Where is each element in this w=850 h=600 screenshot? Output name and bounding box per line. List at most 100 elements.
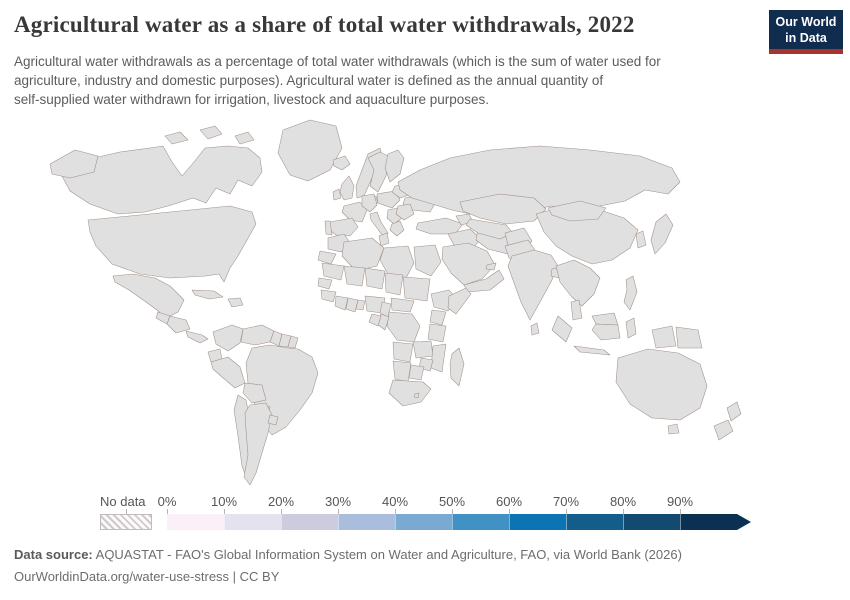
country-germany[interactable] (361, 193, 378, 213)
legend-arrow (737, 514, 751, 530)
country-dr-congo[interactable] (386, 311, 421, 343)
country-lesotho[interactable] (413, 392, 420, 399)
legend-bin-10-20[interactable] (224, 514, 281, 530)
legend-bin-60-70[interactable] (509, 514, 566, 530)
country-dominican-republic[interactable] (227, 297, 244, 308)
country-argentina[interactable] (243, 402, 273, 486)
country-sweden[interactable] (367, 151, 389, 193)
country-kenya[interactable] (429, 309, 447, 326)
legend-bin-0-10[interactable] (167, 514, 224, 530)
country-iceland[interactable] (332, 155, 351, 171)
legend-no-data-tick-mark (126, 509, 127, 514)
country-venezuela[interactable] (240, 324, 275, 346)
country-niger[interactable] (364, 267, 386, 290)
country-nicaragua[interactable] (166, 315, 191, 334)
legend-bin-30-40[interactable] (338, 514, 395, 530)
country-central-african-republic[interactable] (390, 297, 415, 313)
country-ghana[interactable] (345, 297, 359, 313)
legend-bin-20-30[interactable] (281, 514, 338, 530)
country-south-africa[interactable] (388, 379, 432, 407)
country-mongolia[interactable] (547, 200, 607, 222)
legend-bin-40-50[interactable] (395, 514, 452, 530)
country-france[interactable] (341, 201, 368, 223)
country-romania[interactable] (395, 203, 415, 221)
country-kazakhstan[interactable] (459, 193, 547, 225)
country-indonesia-borneo[interactable] (591, 323, 621, 341)
country-benin[interactable] (355, 299, 366, 311)
country-myanmar-indochina[interactable] (555, 259, 601, 307)
legend-bin-80-90[interactable] (623, 514, 680, 530)
country-sri-lanka[interactable] (530, 322, 540, 336)
country-russia[interactable] (397, 145, 681, 215)
country-united-arab-emirates[interactable] (485, 262, 497, 271)
data-source-label: Data source: (14, 547, 93, 562)
country-india[interactable] (507, 249, 559, 321)
country-tasmania[interactable] (667, 423, 680, 435)
country-turkey[interactable] (415, 217, 464, 235)
country-guinea[interactable] (320, 289, 337, 303)
country-indonesia-sulawesi[interactable] (625, 317, 637, 339)
country-french-guiana[interactable] (287, 335, 299, 349)
country-malaysia-borneo[interactable] (591, 312, 619, 326)
country-tunisia[interactable] (378, 232, 390, 247)
country-alaska[interactable] (49, 149, 99, 179)
country-canada-arctic-2[interactable] (199, 125, 223, 140)
country-papua-new-guinea[interactable] (675, 326, 703, 349)
country-senegal[interactable] (317, 277, 333, 290)
country-uruguay[interactable] (267, 414, 279, 426)
country-saudi-arabia[interactable] (441, 242, 496, 286)
country-philippines[interactable] (623, 275, 638, 311)
country-portugal[interactable] (324, 220, 333, 236)
country-south-korea[interactable] (635, 230, 647, 249)
country-tanzania[interactable] (427, 323, 447, 343)
country-mali[interactable] (343, 265, 366, 287)
legend-bin-50-60[interactable] (452, 514, 509, 530)
country-mauritania[interactable] (321, 262, 345, 281)
legend-bin-70-80[interactable] (566, 514, 623, 530)
country-united-states[interactable] (87, 205, 257, 283)
country-indonesia-sumatra[interactable] (551, 315, 573, 343)
country-ireland[interactable] (332, 188, 342, 201)
country-japan[interactable] (650, 213, 674, 255)
country-somalia[interactable] (447, 287, 472, 315)
country-cote-divoire[interactable] (334, 295, 349, 311)
country-canada-arctic-1[interactable] (164, 131, 189, 145)
country-mexico[interactable] (112, 273, 185, 319)
chart-subtitle: Agricultural water withdrawals as a perc… (14, 52, 714, 109)
legend-no-data-swatch[interactable] (100, 514, 152, 530)
country-canada-arctic-3[interactable] (234, 131, 255, 145)
country-algeria[interactable] (341, 237, 385, 272)
country-egypt[interactable] (413, 244, 442, 277)
country-panama[interactable] (185, 330, 209, 344)
country-new-zealand-north[interactable] (726, 401, 742, 422)
country-colombia[interactable] (212, 324, 244, 352)
country-angola[interactable] (392, 341, 414, 363)
country-finland[interactable] (384, 149, 405, 183)
country-botswana[interactable] (408, 364, 425, 381)
country-sudan[interactable] (402, 276, 431, 302)
country-bolivia[interactable] (242, 382, 267, 404)
country-greenland[interactable] (277, 119, 343, 182)
country-cuba[interactable] (191, 289, 224, 300)
country-greece[interactable] (389, 220, 405, 237)
country-iraq[interactable] (447, 228, 482, 250)
country-canada[interactable] (61, 145, 263, 215)
country-peru[interactable] (210, 356, 246, 389)
country-western-sahara[interactable] (317, 250, 337, 265)
legend-bin-90-100[interactable] (680, 514, 737, 530)
country-madagascar[interactable] (449, 347, 465, 387)
country-australia[interactable] (615, 348, 708, 421)
license-line: OurWorldinData.org/water-use-stress | CC… (14, 569, 280, 584)
country-new-zealand-south[interactable] (713, 419, 734, 441)
country-gabon[interactable] (368, 313, 382, 327)
country-united-kingdom[interactable] (339, 175, 355, 201)
country-zambia[interactable] (412, 340, 434, 359)
country-indonesia-west-new-guinea[interactable] (651, 325, 677, 349)
country-uzbekistan[interactable] (465, 218, 514, 240)
country-malaysia-peninsula[interactable] (570, 299, 583, 321)
owid-logo[interactable]: Our World in Data (769, 10, 843, 54)
country-mozambique[interactable] (430, 343, 447, 373)
country-chad[interactable] (384, 272, 404, 296)
country-indonesia-java[interactable] (573, 345, 611, 356)
country-namibia[interactable] (392, 360, 412, 383)
